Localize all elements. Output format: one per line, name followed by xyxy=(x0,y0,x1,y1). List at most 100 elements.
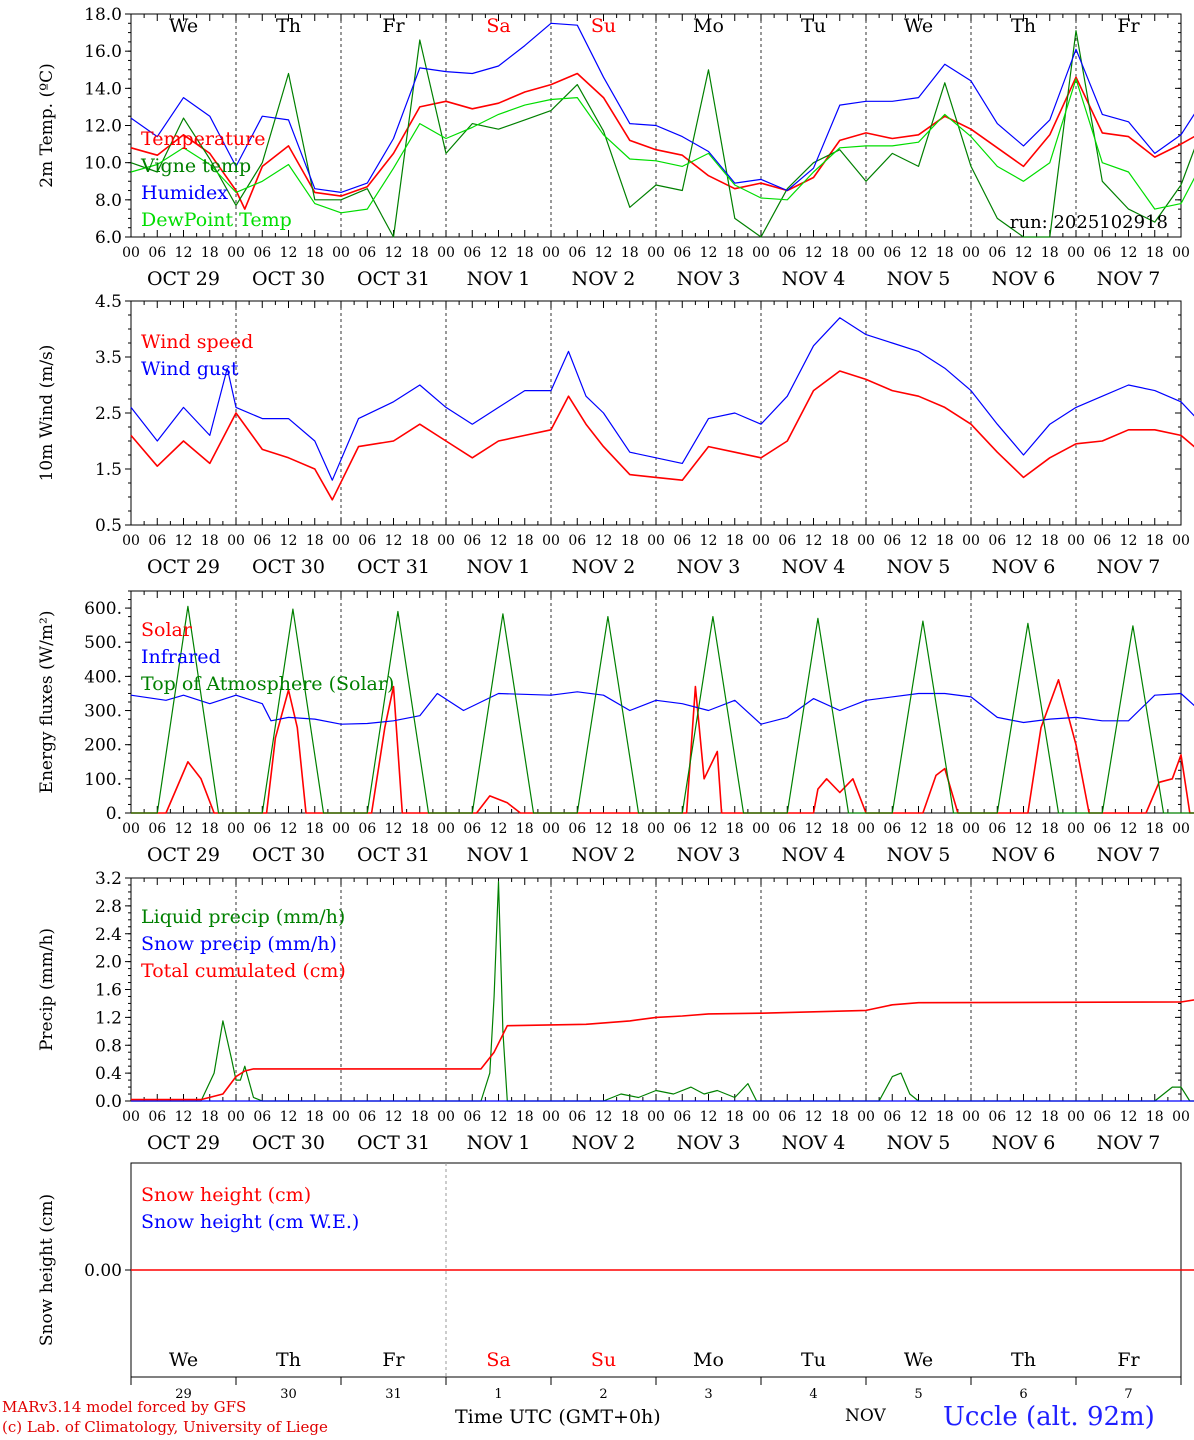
legend-entry: Wind speed xyxy=(141,331,253,353)
date-label: OCT 30 xyxy=(252,556,325,578)
weekday-label: Fr xyxy=(382,1349,405,1371)
y-tick-label: 1.2 xyxy=(95,1008,122,1028)
hour-tick-label: 00 xyxy=(1067,821,1085,837)
hour-tick-label: 18 xyxy=(201,533,219,549)
hour-tick-label: 06 xyxy=(1093,533,1111,549)
hour-tick-label: 12 xyxy=(175,245,193,261)
hour-tick-label: 12 xyxy=(385,245,403,261)
hour-tick-label: 18 xyxy=(516,821,534,837)
hour-tick-label: 18 xyxy=(831,1109,849,1125)
hour-tick-label: 00 xyxy=(647,1109,665,1125)
y-tick-label: 16.0 xyxy=(84,42,122,62)
y-tick-label: 600. xyxy=(84,599,122,619)
y-tick-label: 200. xyxy=(84,736,122,756)
hour-tick-label: 06 xyxy=(673,245,691,261)
y-tick-label: 2.4 xyxy=(95,925,122,945)
hour-tick-label: 06 xyxy=(1093,821,1111,837)
hour-tick-label: 06 xyxy=(778,821,796,837)
hour-tick-label: 00 xyxy=(752,533,770,549)
hour-tick-label: 06 xyxy=(988,1109,1006,1125)
day-number: 29 xyxy=(175,1387,192,1402)
hour-tick-label: 06 xyxy=(778,533,796,549)
hour-tick-label: 18 xyxy=(621,1109,639,1125)
hour-tick-label: 06 xyxy=(148,821,166,837)
hour-tick-label: 18 xyxy=(201,1109,219,1125)
y-axis-label: 2m Temp. (ºC) xyxy=(37,63,57,188)
hour-tick-label: 00 xyxy=(1067,1109,1085,1125)
hour-tick-label: 00 xyxy=(1067,245,1085,261)
date-label: NOV 7 xyxy=(1097,844,1161,866)
weekday-label: We xyxy=(904,15,933,37)
weekday-label: Fr xyxy=(1117,15,1140,37)
hour-tick-label: 00 xyxy=(962,821,980,837)
hour-tick-label: 00 xyxy=(122,821,140,837)
hour-tick-label: 00 xyxy=(1172,533,1190,549)
hour-tick-label: 06 xyxy=(463,245,481,261)
x-axis-title: Time UTC (GMT+0h) xyxy=(455,1406,661,1428)
series-line xyxy=(131,999,1194,1101)
hour-tick-label: 12 xyxy=(490,1109,508,1125)
hour-tick-label: 06 xyxy=(358,245,376,261)
hour-tick-label: 12 xyxy=(490,245,508,261)
hour-tick-label: 12 xyxy=(280,1109,298,1125)
hour-tick-label: 06 xyxy=(673,821,691,837)
hour-tick-label: 18 xyxy=(306,1109,324,1125)
hour-tick-label: 00 xyxy=(122,533,140,549)
series-line xyxy=(130,30,1194,238)
date-label: OCT 30 xyxy=(252,844,325,866)
hour-tick-label: 06 xyxy=(988,821,1006,837)
hour-tick-label: 18 xyxy=(831,245,849,261)
hour-tick-label: 00 xyxy=(332,245,350,261)
date-label: NOV 3 xyxy=(677,556,741,578)
date-label: NOV 3 xyxy=(677,268,741,290)
hour-tick-label: 18 xyxy=(411,533,429,549)
hour-tick-label: 00 xyxy=(437,821,455,837)
date-label: OCT 31 xyxy=(357,1132,430,1154)
hour-tick-label: 12 xyxy=(1015,821,1033,837)
date-label: NOV 7 xyxy=(1097,556,1161,578)
series-line xyxy=(130,317,1194,481)
hour-tick-label: 00 xyxy=(332,1109,350,1125)
hour-tick-label: 00 xyxy=(437,1109,455,1125)
hour-tick-label: 06 xyxy=(253,533,271,549)
hour-tick-label: 18 xyxy=(726,245,744,261)
hour-tick-label: 00 xyxy=(332,821,350,837)
hour-tick-label: 18 xyxy=(201,245,219,261)
legend-entry: Wind gust xyxy=(141,358,239,380)
date-label: NOV 4 xyxy=(782,1132,846,1154)
hour-tick-label: 00 xyxy=(857,245,875,261)
hour-tick-label: 12 xyxy=(1120,245,1138,261)
day-number: 2 xyxy=(599,1387,607,1402)
y-tick-label: 2.5 xyxy=(95,404,122,424)
date-label: NOV 6 xyxy=(992,268,1056,290)
y-tick-label: 0. xyxy=(106,804,122,824)
hour-tick-label: 00 xyxy=(857,821,875,837)
y-tick-label: 1.6 xyxy=(95,981,122,1001)
hour-tick-label: 12 xyxy=(700,1109,718,1125)
hour-tick-label: 00 xyxy=(752,821,770,837)
day-number: 7 xyxy=(1124,1387,1132,1402)
hour-tick-label: 18 xyxy=(306,245,324,261)
hour-tick-label: 00 xyxy=(647,245,665,261)
legend-entry: Humidex xyxy=(141,182,228,204)
hour-tick-label: 00 xyxy=(227,245,245,261)
hour-tick-label: 06 xyxy=(463,533,481,549)
y-axis-label: 10m Wind (m/s) xyxy=(37,345,57,482)
hour-tick-label: 06 xyxy=(1093,245,1111,261)
date-label: OCT 31 xyxy=(357,844,430,866)
hour-tick-label: 00 xyxy=(437,533,455,549)
date-label: NOV 4 xyxy=(782,268,846,290)
hour-tick-label: 18 xyxy=(621,821,639,837)
panel-frame xyxy=(130,300,1182,526)
day-number: 6 xyxy=(1019,1387,1027,1402)
y-tick-label: 100. xyxy=(84,770,122,790)
hour-tick-label: 18 xyxy=(936,533,954,549)
weekday-label: We xyxy=(904,1349,933,1371)
date-label: OCT 30 xyxy=(252,1132,325,1154)
legend-entry: Liquid precip (mm/h) xyxy=(141,906,345,928)
y-tick-label: 4.5 xyxy=(95,292,122,312)
hour-tick-label: 18 xyxy=(621,245,639,261)
date-label: NOV 4 xyxy=(782,844,846,866)
y-axis-label: Precip (mm/h) xyxy=(37,928,57,1051)
